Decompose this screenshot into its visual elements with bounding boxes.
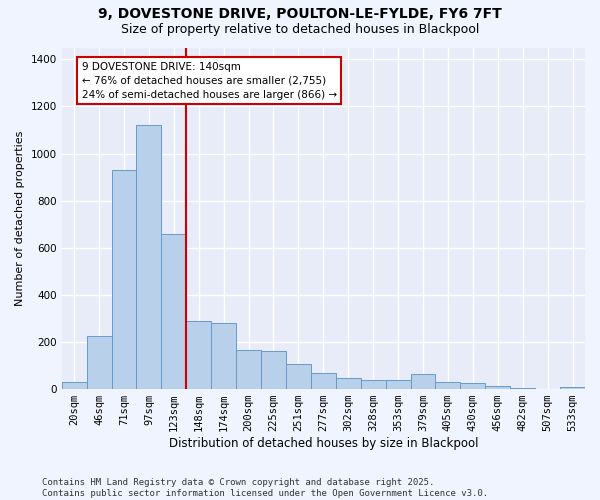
Text: Size of property relative to detached houses in Blackpool: Size of property relative to detached ho… [121,22,479,36]
Bar [136,125,161,389]
Text: Contains HM Land Registry data © Crown copyright and database right 2025.
Contai: Contains HM Land Registry data © Crown c… [42,478,488,498]
Bar [286,364,311,389]
Bar [311,372,336,389]
Bar [485,386,510,389]
Bar [261,352,286,389]
Bar [410,374,436,389]
Bar [62,382,86,389]
X-axis label: Distribution of detached houses by size in Blackpool: Distribution of detached houses by size … [169,437,478,450]
Bar [186,321,211,389]
Bar [361,380,386,389]
Y-axis label: Number of detached properties: Number of detached properties [15,130,25,306]
Text: 9 DOVESTONE DRIVE: 140sqm
← 76% of detached houses are smaller (2,755)
24% of se: 9 DOVESTONE DRIVE: 140sqm ← 76% of detac… [82,62,337,100]
Bar [211,323,236,389]
Text: 9, DOVESTONE DRIVE, POULTON-LE-FYLDE, FY6 7FT: 9, DOVESTONE DRIVE, POULTON-LE-FYLDE, FY… [98,8,502,22]
Bar [236,350,261,389]
Bar [560,387,585,389]
Bar [510,388,535,389]
Bar [86,336,112,389]
Bar [161,234,186,389]
Bar [112,170,136,389]
Bar [436,382,460,389]
Bar [336,378,361,389]
Bar [460,383,485,389]
Bar [386,380,410,389]
